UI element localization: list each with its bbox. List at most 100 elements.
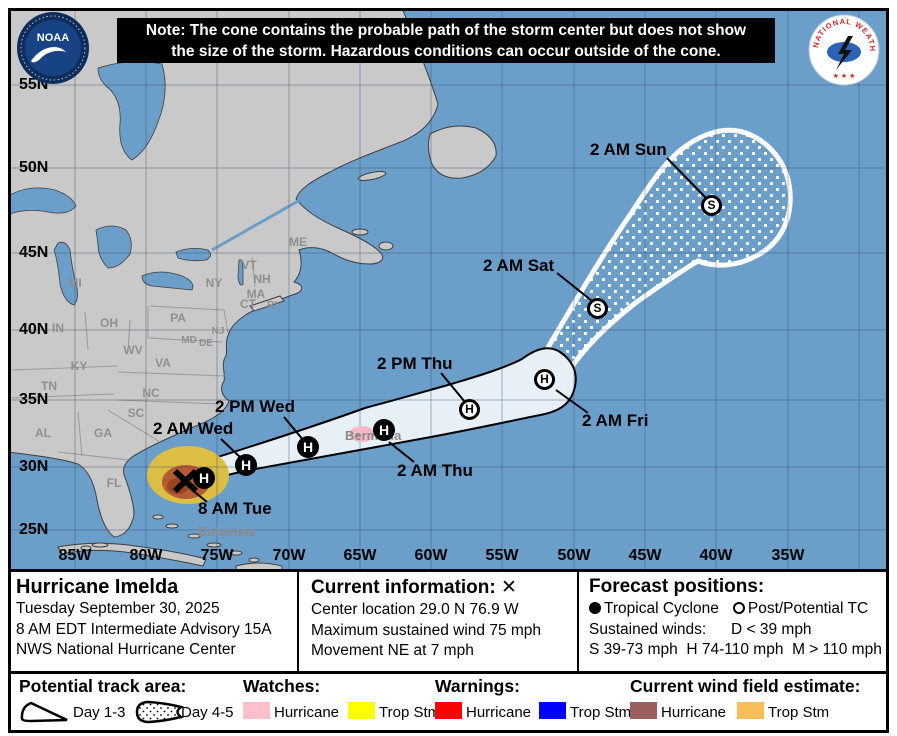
landmass xyxy=(11,11,497,569)
state-label: MA xyxy=(246,287,266,301)
label-leader-lines xyxy=(190,157,707,503)
state-label: OH xyxy=(100,316,118,330)
trop-stm-wind-field-swatch xyxy=(737,702,764,719)
forecast-marker: S xyxy=(701,195,722,216)
current-info-header: Current information: xyxy=(311,577,496,598)
warnings-header: Warnings: xyxy=(435,676,520,696)
state-borders xyxy=(11,256,256,461)
note-banner: Note: The cone contains the probable pat… xyxy=(117,18,775,63)
hurricane-watch-label: Hurricane xyxy=(274,704,340,721)
bahamas-islands xyxy=(80,514,260,563)
tropical-cyclone-dot-icon xyxy=(589,602,601,614)
lon-label: 70W xyxy=(272,547,306,564)
nws-logo: NATIONAL WEATHER SERVICE ★ ★ ★ xyxy=(805,11,880,91)
post-potential-circle-icon xyxy=(732,602,745,614)
lon-label: 35W xyxy=(771,547,805,564)
forecast-time-label: 2 AM Sun xyxy=(590,140,667,159)
potential-track-header: Potential track area: xyxy=(19,676,187,696)
lon-label: 65W xyxy=(343,547,377,564)
divider xyxy=(577,572,579,671)
noaa-gull-icon xyxy=(31,46,66,63)
day1-3-cone-icon xyxy=(20,701,68,723)
forecast-time-label: 2 AM Sat xyxy=(483,256,555,275)
svg-text:NOAA: NOAA xyxy=(37,32,69,44)
day1-3-label: Day 1-3 xyxy=(73,704,126,721)
state-label: FL xyxy=(106,476,122,490)
hurricane-warning-swatch xyxy=(435,702,462,719)
state-label: WV xyxy=(123,343,143,357)
hurricane-wind-field-label: Hurricane xyxy=(661,704,727,721)
current-info-block: Current information: ✕ Center location 2… xyxy=(311,575,573,662)
state-label: TN xyxy=(41,379,57,393)
movement: Movement NE at 7 mph xyxy=(311,642,474,659)
forecast-time-label: 2 PM Thu xyxy=(377,354,453,373)
current-position-x-icon: ✕ xyxy=(501,576,517,598)
wind-category-m: M > 110 mph xyxy=(792,641,882,658)
tropical-cyclone-label: Tropical Cyclone xyxy=(604,600,719,617)
nws-lightning-icon xyxy=(836,36,853,70)
trop-stm-watch-swatch xyxy=(348,702,375,719)
state-label: IN xyxy=(52,321,64,335)
state-label: VT xyxy=(241,258,257,272)
forecast-marker: H xyxy=(235,454,257,476)
state-label: RI xyxy=(267,300,277,311)
forecast-marker: H xyxy=(534,369,555,390)
lat-label: 50N xyxy=(19,159,49,176)
svg-text:★ ★ ★: ★ ★ ★ xyxy=(833,72,856,80)
state-label: MI xyxy=(68,276,82,290)
cone-day4-5 xyxy=(541,127,793,381)
state-label: MD xyxy=(181,335,197,346)
lat-label: 25N xyxy=(19,521,49,538)
advisory-date: Tuesday September 30, 2025 xyxy=(16,600,220,617)
state-label: NJ xyxy=(211,326,225,337)
hurricane-wind-field-swatch xyxy=(630,702,657,719)
hurricane-watch-swatch xyxy=(243,702,270,719)
trop-stm-watch-label: Trop Stm xyxy=(379,704,441,721)
note-line1: Note: The cone contains the probable pat… xyxy=(145,22,747,39)
forecast-time-label: 2 AM Fri xyxy=(582,411,649,430)
agency-name: NWS National Hurricane Center xyxy=(16,641,236,658)
sustained-winds-label: Sustained winds: xyxy=(589,620,707,638)
forecast-time-label: 2 PM Wed xyxy=(215,397,295,416)
note-line2: the size of the storm. Hazardous conditi… xyxy=(171,43,721,60)
day4-5-label: Day 4-5 xyxy=(181,704,234,721)
trop-stm-warning-label: Trop Stm xyxy=(570,704,632,721)
state-label: NY xyxy=(205,276,223,290)
current-position-x-icon xyxy=(172,468,199,494)
lat-label: 40N xyxy=(19,321,49,338)
divider xyxy=(297,572,299,671)
trop-stm-warning-swatch xyxy=(539,702,566,719)
forecast-marker: S xyxy=(587,298,608,319)
bermuda-watch-area xyxy=(349,426,375,442)
storm-name: Hurricane Imelda xyxy=(16,576,179,598)
forecast-positions-block: Forecast positions: Tropical Cyclone Post… xyxy=(589,575,887,661)
post-potential-label: Post/Potential TC xyxy=(747,600,869,617)
center-location: Center location 29.0 N 76.9 W xyxy=(311,601,519,618)
lon-label: 60W xyxy=(414,547,448,564)
forecast-positions-header: Forecast positions: xyxy=(589,576,765,597)
lon-label: 75W xyxy=(200,547,234,564)
lon-label: 85W xyxy=(58,547,92,564)
lon-label: 80W xyxy=(129,547,163,564)
day4-5-cone-icon xyxy=(135,700,184,724)
forecast-time-label: 2 AM Wed xyxy=(153,419,234,438)
map-geography xyxy=(11,11,886,569)
forecast-time-label: 2 AM Thu xyxy=(397,461,473,480)
wind-category-h: H 74-110 mph xyxy=(686,641,784,658)
state-label: NC xyxy=(142,386,160,400)
watches-header: Watches: xyxy=(243,676,321,696)
state-label: KY xyxy=(70,359,88,373)
lon-label: 50W xyxy=(557,547,591,564)
advisory-info-panel: Hurricane Imelda Tuesday September 30, 2… xyxy=(8,572,889,671)
noaa-logo: NOAA xyxy=(16,11,90,90)
forecast-marker: H xyxy=(193,467,215,489)
lat-label: 30N xyxy=(19,458,49,475)
state-label: SC xyxy=(127,406,145,420)
wind-category-d: D < 39 mph xyxy=(731,620,812,638)
forecast-marker: H xyxy=(459,399,480,420)
lon-label: 45W xyxy=(628,547,662,564)
forecast-marker: H xyxy=(373,419,395,441)
lon-label: 55W xyxy=(485,547,519,564)
max-sustained-wind: Maximum sustained wind 75 mph xyxy=(311,621,542,639)
